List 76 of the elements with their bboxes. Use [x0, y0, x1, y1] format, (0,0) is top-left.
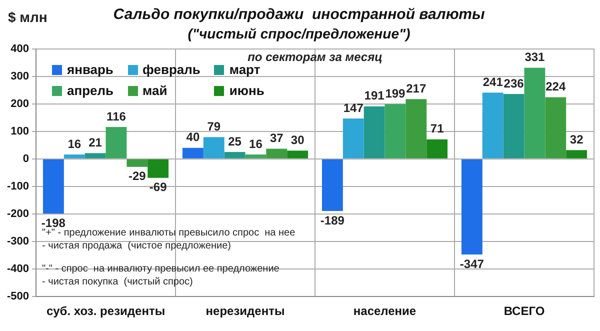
chart-title: Сальдо покупки/продажи иностранной валюты — [113, 6, 485, 24]
bar — [287, 150, 308, 158]
data-label: 37 — [270, 131, 284, 146]
data-label: 236 — [504, 76, 524, 90]
bar — [482, 92, 504, 158]
annotation: "-" - спрос на инвалюту превысил ее предложение — [42, 263, 280, 274]
bar — [148, 159, 169, 178]
y-tick-label: -200 — [6, 208, 30, 220]
data-label: 331 — [524, 50, 546, 64]
data-label: -198 — [41, 216, 66, 230]
bar — [203, 137, 224, 158]
bar — [106, 126, 127, 158]
data-label: 21 — [88, 135, 102, 150]
data-label: 25 — [228, 134, 242, 148]
data-label: -347 — [460, 256, 484, 271]
data-label: 16 — [249, 136, 263, 151]
legend-label: июнь — [229, 83, 264, 98]
bar — [126, 159, 148, 167]
x-tick-label: население — [353, 304, 416, 318]
x-tick-label: суб. хоз. резиденты — [46, 304, 166, 318]
x-tick-label: нерезиденты — [206, 304, 285, 318]
data-label: -29 — [128, 169, 146, 184]
y-tick-label: -300 — [6, 236, 30, 248]
legend-label: март — [229, 62, 260, 77]
y-axis-title: $ млн — [8, 8, 48, 25]
annotation: "+" - предложение инвалюты превысило спрос на нее — [42, 227, 296, 238]
bar — [426, 139, 448, 158]
y-tick-label: -500 — [6, 290, 30, 303]
data-label: 71 — [430, 122, 444, 136]
bar — [545, 97, 566, 158]
legend-label: май — [142, 83, 168, 98]
data-label: 191 — [364, 88, 385, 103]
x-tick-label: ВСЕГО — [504, 304, 545, 318]
y-tick-label: 200 — [10, 98, 30, 110]
data-label: 241 — [482, 74, 504, 89]
y-tick-label: -100 — [6, 180, 30, 192]
bar — [364, 106, 385, 158]
y-tick-label: 400 — [10, 42, 30, 55]
bar — [182, 148, 204, 158]
chart-subtitle: ("чистый спрос/предложение") — [188, 25, 411, 42]
bar — [503, 94, 524, 158]
data-label: 16 — [68, 136, 82, 151]
annotation: - чистая продажа (чистое предложение) — [42, 240, 231, 252]
annotation: по секторам за месяц — [248, 50, 383, 64]
data-label: 199 — [385, 86, 406, 100]
bar — [245, 154, 266, 158]
data-label: 224 — [546, 80, 566, 94]
bar — [266, 148, 288, 158]
data-label: 32 — [570, 132, 584, 146]
annotation: - чистая покупка (чистый спрос) — [42, 276, 193, 288]
y-tick-label: 300 — [10, 70, 30, 82]
data-label: 30 — [290, 132, 305, 147]
bar — [524, 68, 546, 158]
data-label: -69 — [149, 180, 168, 194]
bar — [224, 152, 246, 158]
bar — [461, 159, 482, 254]
data-label: -189 — [320, 213, 345, 228]
data-label: 217 — [406, 82, 426, 96]
y-tick-label: 100 — [10, 125, 30, 138]
y-tick-label: -400 — [6, 263, 30, 276]
data-label: 116 — [106, 109, 126, 124]
bar — [42, 159, 64, 214]
data-label: 147 — [343, 100, 364, 115]
data-label: 79 — [207, 119, 221, 134]
y-tick-label: 0 — [22, 152, 30, 165]
legend-label: январь — [67, 62, 114, 77]
bar — [84, 153, 106, 158]
legend-label: февраль — [142, 62, 200, 77]
bar — [384, 104, 406, 158]
legend-label: апрель — [67, 83, 114, 98]
bar — [342, 118, 364, 158]
bar — [406, 99, 427, 158]
data-label: 40 — [186, 130, 200, 144]
bar — [322, 159, 343, 211]
bar — [64, 154, 85, 158]
bar — [566, 150, 588, 158]
